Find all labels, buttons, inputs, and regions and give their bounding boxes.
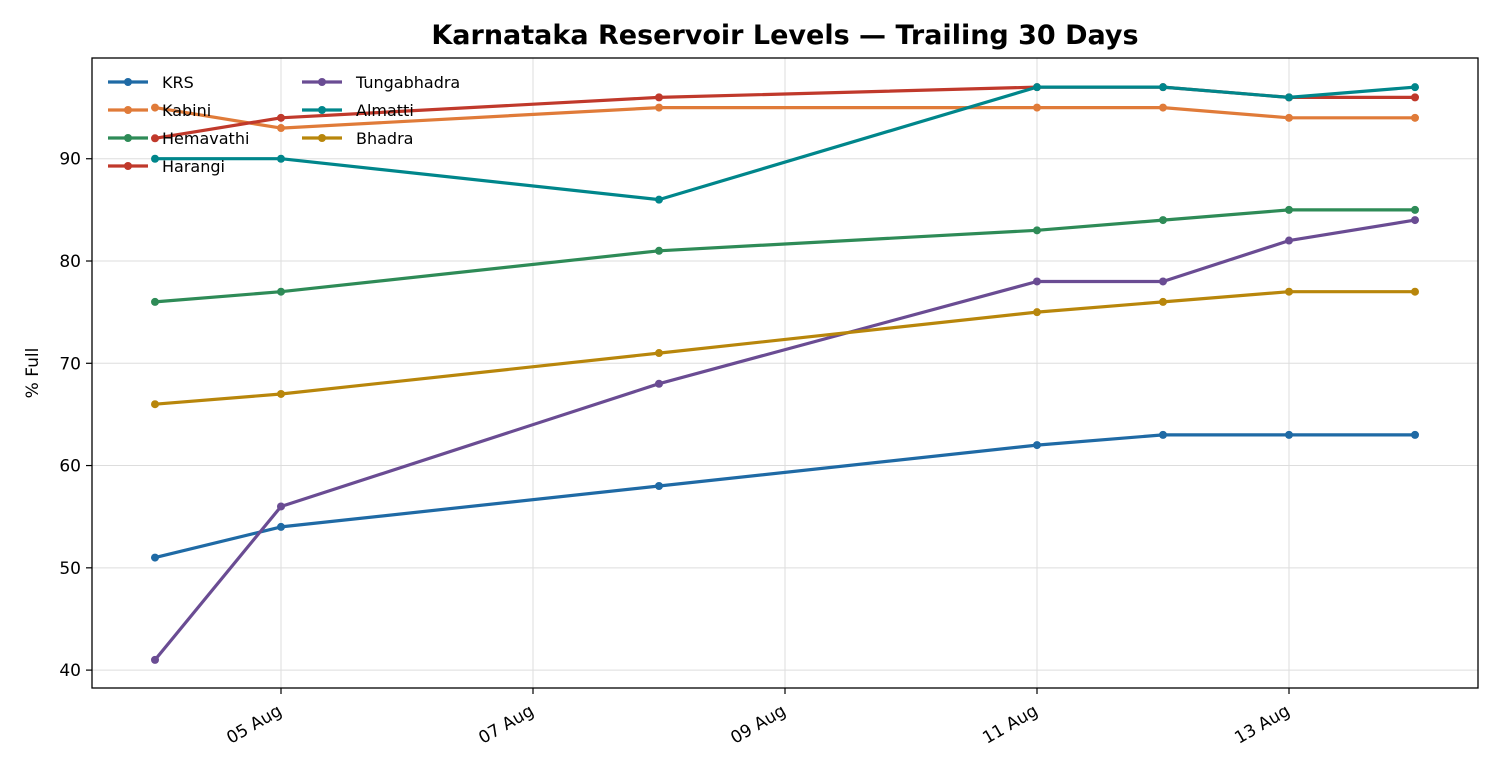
legend-item-krs: KRS [108,73,194,92]
legend-label: Harangi [162,157,225,176]
data-point [1033,308,1041,317]
data-point [1033,83,1041,92]
data-point [655,195,663,204]
legend-marker [124,78,132,86]
data-point [655,349,663,358]
series-krs [151,430,1419,562]
plot-series [151,83,1419,664]
y-tick-label: 90 [59,150,81,170]
data-point [1033,277,1041,286]
data-point [1159,297,1167,306]
data-point [1159,103,1167,112]
x-tick-label: 13 Aug [1231,701,1293,748]
data-point [1411,83,1419,92]
data-point [151,297,159,306]
y-tick-label: 50 [59,559,81,579]
data-point [1285,93,1293,102]
legend-item-harangi: Harangi [108,157,225,176]
data-point [1411,287,1419,296]
data-point [1411,205,1419,214]
data-point [1411,216,1419,225]
axes: 05 Aug 07 Aug 09 Aug 11 Aug 13 Aug 40 50 60 70 80… [59,150,1293,749]
data-point [1285,205,1293,214]
y-axis-label: % Full [23,348,43,399]
data-point [277,154,285,163]
legend-marker [124,162,132,170]
data-point [1285,113,1293,122]
series-hemavathi [151,205,1419,306]
data-point [1033,103,1041,112]
data-point [655,246,663,255]
data-point [277,113,285,122]
chart-title: Karnataka Reservoir Levels — Trailing 30… [431,20,1138,51]
x-tick-label: 07 Aug [475,701,537,748]
legend-marker [318,78,326,86]
data-point [1159,216,1167,225]
legend-item-tungabhadra: Tungabhadra [302,73,460,92]
legend-item-bhadra: Bhadra [302,129,413,148]
legend-label: Almatti [356,101,414,120]
x-tick-label: 05 Aug [223,701,285,748]
y-tick-label: 70 [59,354,81,374]
legend-label: Bhadra [356,129,413,148]
series-kabini [151,103,1419,133]
legend-marker [318,106,326,114]
data-point [1411,430,1419,439]
data-point [277,124,285,133]
x-tick-label: 09 Aug [727,701,789,748]
data-point [277,389,285,398]
data-point [151,103,159,112]
legend: KRS Kabini Hemavathi Harangi Tungabhadra Alma… [108,73,460,176]
y-tick-label: 60 [59,457,81,477]
data-point [655,482,663,491]
data-point [1411,113,1419,122]
series-tungabhadra [151,216,1419,664]
data-point [151,553,159,562]
data-point [1033,226,1041,235]
data-point [1285,236,1293,245]
data-point [151,134,159,143]
data-point [655,379,663,388]
data-point [655,93,663,102]
legend-marker [124,134,132,142]
data-point [1285,287,1293,296]
legend-marker [124,106,132,114]
data-point [151,400,159,409]
series-almatti [151,83,1419,204]
legend-label: KRS [162,73,194,92]
data-point [151,655,159,664]
data-point [277,287,285,296]
data-point [151,154,159,163]
data-point [1159,83,1167,92]
legend-label: Tungabhadra [355,73,460,92]
y-tick-label: 80 [59,252,81,272]
data-point [277,502,285,511]
data-point [1411,93,1419,102]
series-bhadra [151,287,1419,409]
legend-item-hemavathi: Hemavathi [108,129,249,148]
x-tick-label: 11 Aug [979,701,1041,748]
data-point [1159,277,1167,286]
legend-label: Kabini [162,101,211,120]
legend-label: Hemavathi [162,129,249,148]
gridlines [92,58,1478,688]
legend-item-kabini: Kabini [108,101,211,120]
legend-item-almatti: Almatti [302,101,414,120]
y-tick-label: 40 [59,661,81,681]
data-point [277,522,285,531]
legend-marker [318,134,326,142]
data-point [1285,430,1293,439]
data-point [1159,430,1167,439]
data-point [1033,441,1041,450]
data-point [655,103,663,112]
